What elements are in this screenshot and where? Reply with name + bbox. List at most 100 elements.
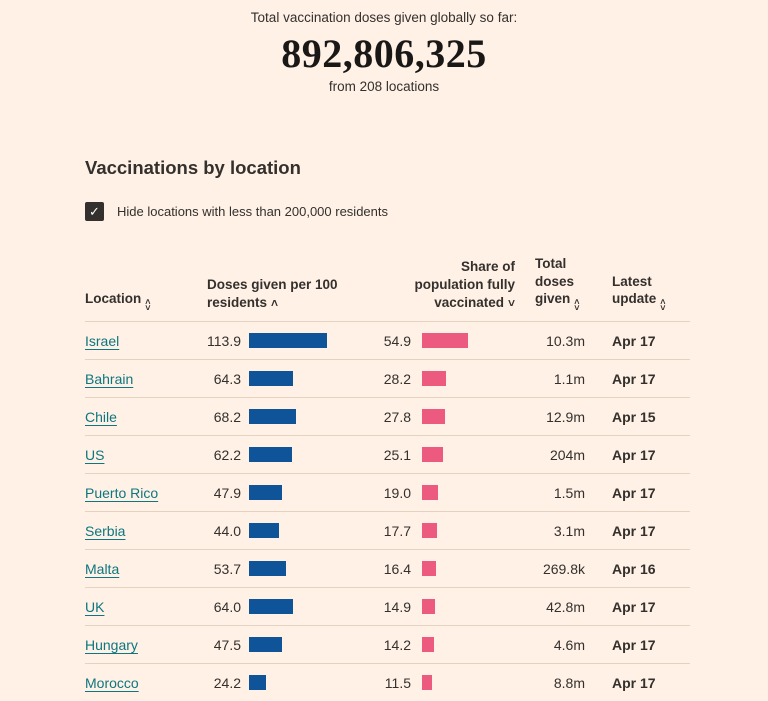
column-label: Location ˄ ˅	[85, 291, 151, 313]
share-bar	[422, 637, 434, 653]
location-link[interactable]: UK	[85, 598, 105, 615]
share-fully-vaccinated-cell: 11.5	[381, 675, 515, 691]
share-bar	[422, 523, 437, 539]
location-link[interactable]: Morocco	[85, 674, 139, 691]
vaccinations-section: Vaccinations by location ✓ Hide location…	[85, 157, 690, 701]
doses-bar	[249, 523, 280, 539]
doses-per-100-value: 68.2	[213, 408, 241, 425]
share-bar	[422, 447, 443, 463]
hero-subtitle: from 208 locations	[328, 79, 440, 94]
doses-per-100-cell: 44.0	[197, 523, 381, 539]
location-cell: Bahrain	[85, 371, 197, 387]
share-fully-vaccinated-value: 11.5	[384, 674, 411, 691]
location-link[interactable]: Malta	[85, 560, 120, 577]
column-header-location[interactable]: Location ˄ ˅	[85, 290, 197, 313]
total-doses-value: 1.1m	[553, 370, 585, 387]
total-doses-value: 1.5m	[553, 484, 585, 501]
share-fully-vaccinated-value: 28.2	[383, 370, 411, 387]
location-link[interactable]: US	[85, 446, 105, 463]
table-row: Chile 68.2 27.8 12.9m Apr 15	[85, 397, 690, 435]
total-doses-value: 204m	[549, 446, 585, 463]
share-fully-vaccinated-value: 14.2	[383, 636, 411, 653]
hero-intro-text: Total vaccination doses given globally s…	[250, 10, 518, 25]
location-link[interactable]: Hungary	[85, 636, 138, 653]
doses-per-100-cell: 64.3	[197, 371, 381, 387]
location-link[interactable]: Israel	[85, 332, 120, 349]
doses-per-100-cell: 68.2	[197, 409, 381, 425]
share-bar	[422, 371, 446, 387]
share-fully-vaccinated-value: 17.7	[383, 522, 411, 539]
share-fully-vaccinated-value: 16.4	[383, 560, 411, 577]
doses-per-100-cell: 47.5	[197, 637, 381, 653]
column-header-share-fully-vaccinated[interactable]: Share of population fully vaccinated ˅	[381, 258, 516, 311]
share-bar	[422, 409, 446, 425]
location-cell: Chile	[85, 409, 197, 425]
table-row: Israel 113.9 54.9 10.3m Apr 17	[85, 321, 690, 359]
total-doses-value: 10.3m	[546, 332, 585, 349]
location-cell: Puerto Rico	[85, 485, 197, 501]
doses-per-100-value: 47.9	[213, 484, 241, 501]
total-doses-value: 3.1m	[553, 522, 585, 539]
location-link[interactable]: Puerto Rico	[85, 484, 159, 501]
table-row: Bahrain 64.3 28.2 1.1m Apr 17	[85, 359, 690, 397]
section-title: Vaccinations by location	[85, 157, 301, 178]
doses-per-100-value: 53.7	[213, 560, 241, 577]
share-bar	[422, 675, 432, 691]
share-bar	[422, 599, 435, 615]
table-row: US 62.2 25.1 204m Apr 17	[85, 435, 690, 473]
share-fully-vaccinated-value: 54.9	[383, 332, 411, 349]
hide-small-locations-checkbox[interactable]: ✓	[85, 202, 104, 221]
doses-per-100-value: 47.5	[213, 636, 241, 653]
share-fully-vaccinated-cell: 19.0	[381, 485, 515, 501]
doses-per-100-cell: 47.9	[197, 485, 381, 501]
filter-row: ✓ Hide locations with less than 200,000 …	[85, 202, 690, 221]
total-doses-value: 42.8m	[546, 598, 585, 615]
location-cell: Israel	[85, 333, 197, 349]
share-bar	[422, 485, 438, 501]
doses-per-100-value: 113.9	[207, 332, 241, 349]
doses-bar	[249, 599, 293, 615]
share-fully-vaccinated-cell: 14.9	[381, 599, 515, 615]
doses-bar	[249, 333, 327, 349]
table-header: Location ˄ ˅ Doses given per 100 residents…	[85, 255, 690, 321]
doses-per-100-cell: 53.7	[197, 561, 381, 577]
table-row: Malta 53.7 16.4 269.8k Apr 16	[85, 549, 690, 587]
column-header-total-doses[interactable]: Total doses given ˄ ˅	[515, 255, 585, 313]
share-fully-vaccinated-cell: 54.9	[381, 333, 515, 349]
table-body: Israel 113.9 54.9 10.3m Apr 17 Bahrain 64.3 28.…	[85, 321, 690, 701]
share-bar	[422, 333, 468, 349]
latest-update-value: Apr 17	[612, 674, 656, 691]
share-fully-vaccinated-cell: 17.7	[381, 523, 515, 539]
sort-both-icon: ˄ ˅	[145, 297, 151, 313]
latest-update-value: Apr 17	[612, 370, 656, 387]
share-fully-vaccinated-cell: 14.2	[381, 637, 515, 653]
location-cell: Serbia	[85, 523, 197, 539]
location-link[interactable]: Chile	[85, 408, 117, 425]
column-header-doses-per-100[interactable]: Doses given per 100 residents ˄	[197, 276, 381, 311]
latest-update-value: Apr 17	[612, 598, 656, 615]
location-cell: US	[85, 447, 197, 463]
location-cell: UK	[85, 599, 197, 615]
latest-update-value: Apr 17	[612, 484, 656, 501]
column-label: Share of population fully vaccinated ˅	[414, 259, 516, 310]
sort-both-icon: ˄ ˅	[660, 297, 666, 313]
location-link[interactable]: Bahrain	[85, 370, 134, 387]
latest-update-value: Apr 15	[612, 408, 656, 425]
sort-both-icon: ˄ ˅	[574, 297, 580, 313]
table-row: Puerto Rico 47.9 19.0 1.5m Apr 17	[85, 473, 690, 511]
doses-per-100-cell: 113.9	[197, 333, 381, 349]
table-row: Serbia 44.0 17.7 3.1m Apr 17	[85, 511, 690, 549]
share-fully-vaccinated-value: 14.9	[383, 598, 411, 615]
total-doses-value: 8.8m	[553, 674, 585, 691]
share-bar	[422, 561, 436, 577]
sort-desc-icon: ˅	[507, 295, 515, 310]
column-header-latest-update[interactable]: Latest update ˄ ˅	[585, 273, 690, 312]
sort-asc-icon: ˄	[271, 295, 279, 310]
doses-per-100-cell: 62.2	[197, 447, 381, 463]
location-link[interactable]: Serbia	[85, 522, 126, 539]
share-fully-vaccinated-value: 25.1	[383, 446, 411, 463]
share-fully-vaccinated-cell: 27.8	[381, 409, 515, 425]
doses-per-100-value: 44.0	[213, 522, 241, 539]
column-label: Doses given per 100 residents ˄	[207, 276, 338, 310]
